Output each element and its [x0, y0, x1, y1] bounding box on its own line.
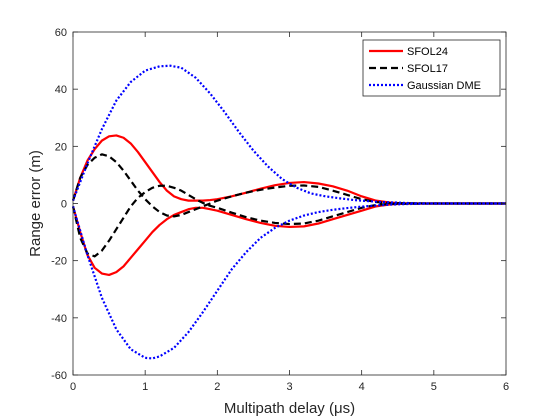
- y-tick-label: 20: [55, 141, 67, 153]
- series-layer: [71, 64, 506, 360]
- x-tick-label: 0: [70, 381, 76, 393]
- series-2-lower-line: [71, 202, 506, 360]
- y-tick-label: -20: [51, 256, 67, 268]
- series-1-lower-line: [71, 184, 506, 258]
- x-tick-label: 2: [214, 381, 220, 393]
- legend: SFOL24 SFOL17 Gaussian DME: [362, 39, 501, 97]
- y-tick-label: 40: [55, 84, 67, 96]
- y-tick-label: -60: [51, 370, 67, 382]
- x-tick-label: 4: [359, 381, 365, 393]
- y-tick-label: 0: [61, 199, 67, 211]
- x-tick-label: 6: [503, 381, 509, 393]
- x-tick-label: 5: [431, 381, 437, 393]
- y-tick-label: 60: [55, 27, 67, 39]
- x-tick-label: 3: [286, 381, 292, 393]
- y-axis-label: Range error (m): [27, 150, 44, 257]
- legend-label-2: Gaussian DME: [407, 80, 481, 92]
- x-axis-label: Multipath delay (μs): [224, 400, 355, 417]
- ticks-layer: 0 1 2 3 4 5 6 -60 -40 -20 0 20 40 60: [51, 27, 509, 393]
- series-1-upper-line: [71, 153, 506, 218]
- y-tick-label: -40: [51, 313, 67, 325]
- legend-label-0: SFOL24: [407, 46, 448, 58]
- legend-label-1: SFOL17: [407, 63, 448, 75]
- x-tick-label: 1: [142, 381, 148, 393]
